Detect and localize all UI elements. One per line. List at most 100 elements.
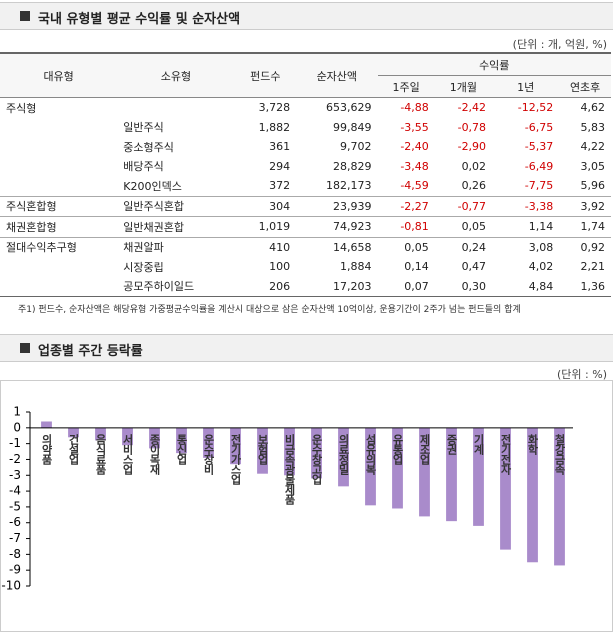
x-tick-label: 화학 [526, 432, 539, 455]
table-cell: -6,75 [524, 120, 554, 134]
table-cell: -3,48 [400, 159, 429, 173]
table-cell: 1,019 [234, 216, 297, 237]
table-cell: 410 [234, 236, 297, 257]
th: 소유형 [117, 52, 235, 98]
table-row: 배당주식 294 28,829 -3,48 0,02 -6,49 3,05 [0, 157, 611, 177]
table-cell: 1,36 [559, 276, 611, 297]
table-cell: 17,203 [296, 276, 378, 297]
bar [176, 427, 187, 454]
x-tick-label: 운수장비 [202, 433, 215, 475]
table-cell: 3,728 [258, 101, 291, 115]
table-cell: 0,47 [461, 260, 487, 274]
table-cell [0, 118, 117, 138]
table-cell [0, 257, 117, 277]
table-cell: 주식형 [6, 101, 37, 115]
bar [149, 427, 160, 449]
table-cell [0, 176, 117, 196]
table-cell: -2,42 [457, 101, 487, 115]
table-cell: 0,24 [434, 236, 493, 257]
table-cell [0, 137, 117, 157]
table-row: 일반주식 1,882 99,849 -3,55 -0,78 -6,75 5,83 [0, 118, 611, 138]
table-cell: 1,884 [340, 260, 372, 274]
table-cell: 4,22 [580, 140, 606, 154]
table-cell: 653,629 [326, 101, 372, 115]
table-cell: 74,923 [296, 216, 378, 237]
table-row: 시장중립 100 1,884 0,14 0,47 4,02 2,21 [0, 257, 611, 277]
x-tick-label: 증권 [445, 433, 458, 454]
table-cell: -12,52 [517, 101, 554, 115]
bar [68, 427, 79, 438]
table-cell: 294 [269, 159, 291, 173]
table-cell: 5,83 [580, 120, 606, 134]
x-tick-label: 음식료품 [94, 433, 107, 474]
x-tick-label: 전기가스업 [229, 432, 242, 484]
table-cell: 0,07 [377, 276, 435, 297]
table-cell [0, 157, 117, 177]
bar [122, 427, 133, 446]
table-cell: -0,81 [377, 216, 435, 237]
footnote: 주1) 펀드수, 순자산액은 해당유형 가중평균수익률을 계산시 대상으로 삼은… [18, 305, 521, 315]
table-row: 절대수익추구형 채권알파 410 14,658 0,05 0,24 3,08 0,92 [0, 236, 611, 257]
table-row: 중소형주식 361 9,702 -2,40 -2,90 -5,37 4,22 [0, 137, 611, 157]
table-cell: 2,21 [580, 260, 606, 274]
table-cell: 일반주식혼합 [117, 195, 235, 217]
table-cell: -2,40 [400, 140, 429, 154]
table-cell: 일반채권혼합 [117, 216, 235, 237]
chart: 10 -1 -2 -3 -4-5 -6 -7 -8 -9 -10 의약품 건설업 음식료품 서비스업 종이목… [0, 380, 613, 632]
table-cell: 4,84 [492, 276, 560, 297]
unit: (단위 : %) [557, 368, 607, 381]
table-cell: K200인덱스 [123, 179, 182, 193]
table-cell: 시장중립 [123, 260, 164, 274]
x-tick-label: 제조업 [418, 432, 431, 464]
bar [473, 427, 484, 526]
bar [203, 427, 214, 458]
table-cell: 0,02 [461, 159, 487, 173]
table-cell: 4,02 [528, 260, 554, 274]
table-cell: 9,702 [340, 140, 372, 154]
table-row: 채권혼합형 일반채권혼합 1,019 74,923 -0,81 0,05 1,14 1,74 [0, 216, 611, 237]
table-cell: 채권알파 [117, 236, 235, 257]
table-cell: 100 [269, 260, 291, 274]
bar [311, 427, 322, 479]
table-row: 주식형 3,728 653,629 -4,88 -2,42 -12,52 4,62 [0, 98, 611, 118]
th: 펀드수 [234, 52, 297, 98]
section-title: 업종별 주간 등락률 [38, 344, 143, 359]
table-cell: 182,173 [326, 179, 372, 193]
th: 1개월 [434, 75, 493, 98]
table-cell: -3,38 [492, 195, 560, 217]
th: 대유형 [0, 52, 118, 98]
y-tick-label: -5 [9, 499, 21, 513]
unit: (단위 : 개, 억원, %) [512, 38, 607, 51]
x-tick-label: 의료정밀 [337, 432, 350, 474]
icon [20, 343, 30, 353]
table-cell: -3,55 [400, 120, 429, 134]
table-cell: -7,75 [524, 179, 554, 193]
table-cell: -2,90 [457, 140, 487, 154]
bar [392, 427, 403, 509]
x-tick-label: 유통업 [391, 433, 404, 464]
table-cell: 0,05 [434, 216, 493, 237]
table-cell: 14,658 [296, 236, 378, 257]
table-cell: -6,49 [524, 159, 554, 173]
bar [284, 427, 295, 476]
x-tick-label: 비금속광물제품 [283, 432, 296, 504]
table-cell: 361 [269, 140, 291, 154]
y-tick-label: -6 [9, 515, 21, 529]
x-tick-label: 섬유의복 [364, 432, 377, 475]
table-cell: 3,92 [559, 195, 611, 217]
table-cell: 0,92 [559, 236, 611, 257]
table-cell: 일반주식 [123, 121, 164, 135]
x-tick-label: 종이목재 [148, 433, 161, 475]
table-cell: -5,37 [524, 140, 554, 154]
bar [365, 427, 376, 506]
table-cell: 4,62 [580, 101, 606, 115]
bar [500, 427, 511, 550]
table-cell [0, 276, 118, 297]
x-tick-label: 보험업 [256, 433, 269, 464]
table-cell: -2,27 [377, 195, 435, 217]
bar [230, 427, 241, 465]
x-tick-label: 운수창고업 [310, 433, 323, 484]
bar [41, 421, 52, 428]
bar [338, 427, 349, 487]
icon [20, 11, 30, 21]
